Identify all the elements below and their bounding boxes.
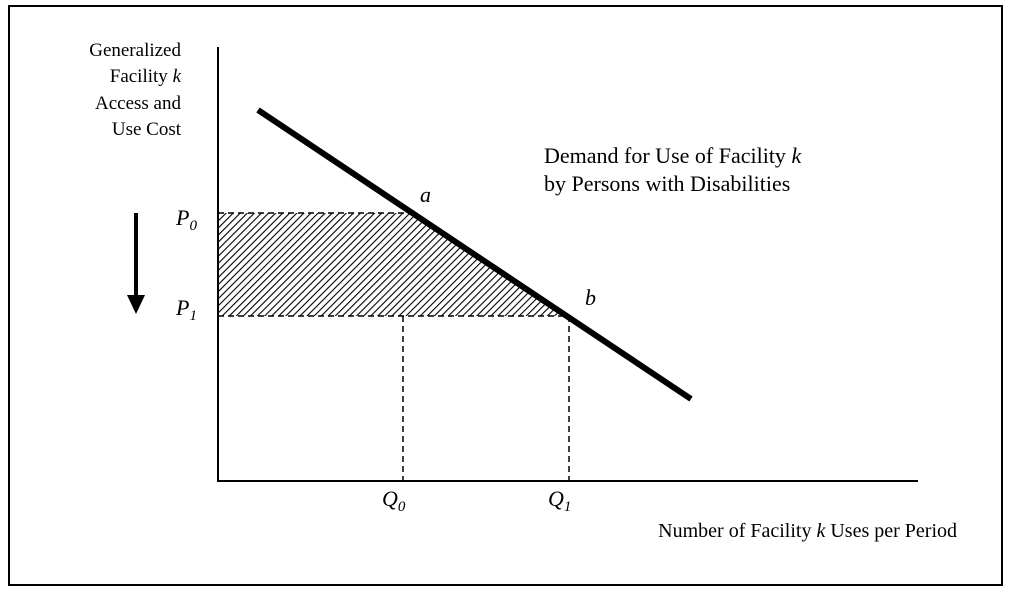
y-axis-label-line-4: Use Cost [112,119,182,140]
point-label-b: b [585,285,596,310]
demand-curve [256,107,693,402]
consumer-surplus-area [218,213,569,316]
price-label-p0: P0 [175,205,197,234]
point-label-a: a [420,182,431,207]
y-axis-label-line-2: Facility k [110,66,182,87]
y-axis-label: Generalized Facility k Access and Use Co… [89,40,181,140]
demand-label-line-2: by Persons with Disabilities [544,171,790,196]
y-axis-label-line-1: Generalized [89,40,181,61]
x-axis-label: Number of Facility k Uses per Period [658,520,957,542]
price-label-p1: P1 [175,295,197,324]
y-axis-label-line-3: Access and [95,93,181,114]
quantity-label-q1: Q1 [548,486,571,515]
demand-label-line-1: Demand for Use of Facility k [544,143,802,168]
down-arrow-icon [127,213,145,314]
quantity-label-q0: Q0 [382,486,406,515]
